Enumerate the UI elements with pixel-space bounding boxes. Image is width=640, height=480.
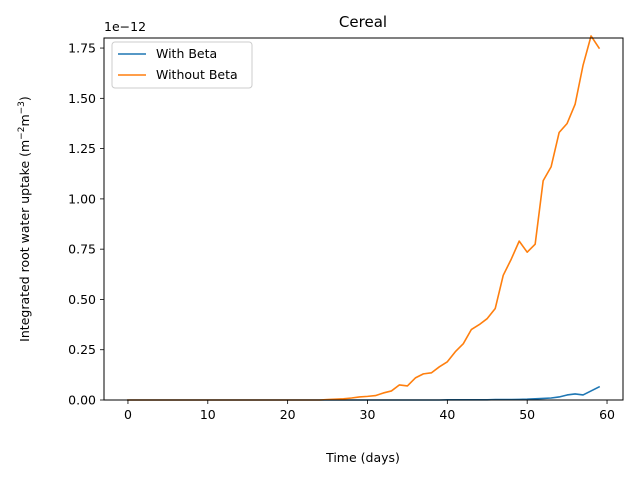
x-tick-label: 10 [200, 407, 216, 422]
legend-label-without-beta: Without Beta [156, 67, 238, 82]
y-tick-label: 1.75 [68, 41, 96, 56]
y-tick-label: 0.00 [68, 393, 96, 408]
y-axis-label-sup2: −3 [17, 101, 27, 114]
plot-area [104, 38, 623, 400]
y-tick-label: 0.75 [68, 242, 96, 257]
legend-label-with-beta: With Beta [156, 46, 217, 61]
x-tick-label: 30 [360, 407, 376, 422]
y-tick-label: 0.25 [68, 342, 96, 357]
y-tick-label: 1.25 [68, 141, 96, 156]
y-tick-label: 1.50 [68, 91, 96, 106]
y-axis-label-part1: Integrated root water uptake (m [17, 140, 32, 342]
x-tick-label: 0 [124, 407, 132, 422]
y-axis-label: Integrated root water uptake (m−2m−3) [17, 96, 32, 342]
legend: With Beta Without Beta [111, 41, 253, 89]
y-axis-label-part3: ) [17, 96, 32, 101]
x-tick-label: 40 [439, 407, 455, 422]
x-axis-ticks: 0 10 20 30 40 50 60 [124, 400, 615, 422]
x-axis-label: Time (days) [325, 450, 400, 465]
y-tick-label: 0.50 [68, 292, 96, 307]
legend-box [111, 41, 253, 89]
x-tick-label: 60 [599, 407, 615, 422]
plot-frame [103, 37, 624, 401]
y-axis-label-sup1: −2 [17, 127, 27, 140]
y-axis-ticks: 0.00 0.25 0.50 0.75 1.00 1.25 1.50 1.75 [68, 41, 104, 408]
y-axis-label-part2: m [17, 114, 32, 126]
chart-title: Cereal [339, 13, 387, 31]
x-tick-label: 50 [519, 407, 535, 422]
x-tick-label: 20 [280, 407, 296, 422]
y-tick-label: 1.00 [68, 191, 96, 206]
y-offset-label: 1e−12 [104, 19, 146, 34]
